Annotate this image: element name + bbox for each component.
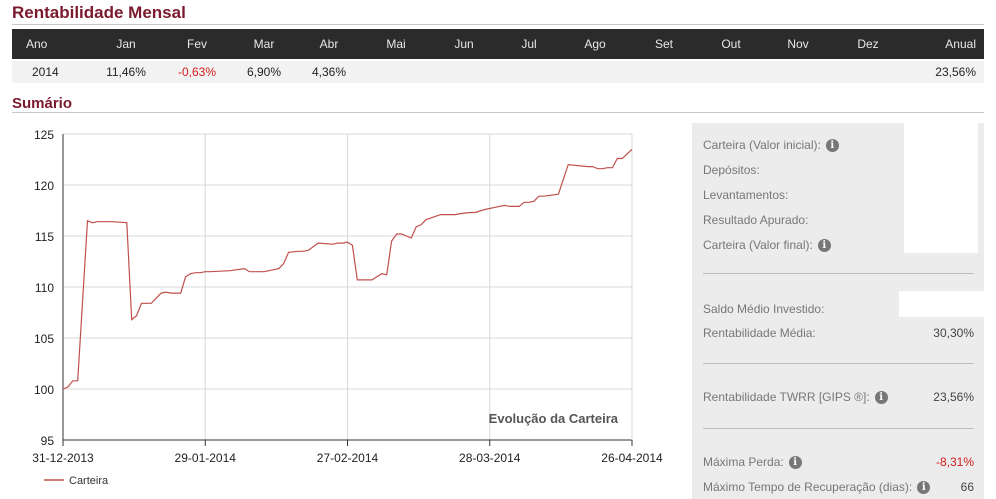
month-value	[832, 61, 904, 83]
legend-label: Carteira	[69, 475, 109, 487]
saldo-medio-label: Saldo Médio Investido:	[703, 302, 825, 316]
info-icon[interactable]: i	[825, 138, 839, 152]
month-value	[560, 61, 630, 83]
summary-row-label: Depósitos:	[703, 163, 760, 177]
month-value: 23,56%	[935, 65, 976, 79]
y-tick-label: 125	[34, 128, 54, 142]
summary-panel: Saldo Médio Investido: Rentabilidade Méd…	[692, 123, 984, 499]
month-value	[498, 61, 560, 83]
divider	[703, 428, 974, 429]
rentabilidade-media-value: 30,30%	[933, 326, 974, 340]
y-tick-label: 110	[35, 281, 54, 295]
summary-row-label: Levantamentos:	[703, 188, 789, 202]
month-value: 2014	[32, 65, 59, 79]
month-value	[362, 61, 430, 83]
month-header: Jul	[521, 37, 537, 51]
month-header: Jun	[454, 37, 474, 51]
month-header: Mar	[253, 37, 275, 51]
x-tick-label: 26-04-2014	[601, 451, 663, 465]
monthly-table-row: 2014 11,46% -0,63% 6,90% 4,36% 23,56%	[12, 61, 984, 83]
month-header: Nov	[787, 37, 809, 51]
month-value	[764, 61, 832, 83]
rentabilidade-media-label: Rentabilidade Média:	[703, 326, 816, 340]
summary-row-label: Resultado Apurado:	[703, 213, 809, 227]
monthly-returns-title: Rentabilidade Mensal	[12, 3, 186, 22]
summary-row-label: Carteira (Valor inicial):	[703, 138, 821, 152]
x-tick-label: 29-01-2014	[175, 451, 237, 465]
x-tick-label: 27-02-2014	[317, 451, 379, 465]
info-icon[interactable]: i	[817, 238, 831, 252]
month-value	[430, 61, 498, 83]
max-recuperacao-row: Máximo Tempo de Recuperação (dias): i 66	[703, 478, 974, 496]
twrr-value: 23,56%	[933, 390, 974, 404]
y-tick-label: 100	[34, 383, 54, 397]
max-recuperacao-label: Máximo Tempo de Recuperação (dias):	[703, 480, 913, 494]
month-header: Dez	[857, 37, 879, 51]
divider	[703, 363, 974, 364]
month-value: 4,36%	[311, 65, 347, 79]
info-icon[interactable]: i	[874, 390, 888, 404]
summary-row-label: Carteira (Valor final):	[703, 238, 813, 252]
summary-row: Carteira (Valor inicial): i	[703, 136, 974, 154]
max-perda-label: Máxima Perda:	[703, 455, 784, 469]
chart-title: Evolução da Carteira	[489, 411, 619, 426]
y-tick-label: 115	[35, 230, 54, 244]
summary-title: Sumário	[12, 95, 73, 112]
month-header: Abr	[319, 37, 339, 51]
month-header: Fev	[186, 37, 207, 51]
summary-row: Levantamentos:	[703, 186, 974, 204]
monthly-table-header: Ano Jan Fev Mar Abr Mai Jun Jul Ago Set Out Nov Dez A…	[12, 29, 984, 59]
month-value: 6,90%	[246, 65, 282, 79]
month-value	[698, 61, 764, 83]
title-rule	[12, 24, 984, 25]
summary-rule	[12, 112, 984, 113]
max-perda-value: -8,31%	[935, 455, 974, 469]
rentabilidade-media-row: Rentabilidade Média: 30,30%	[703, 324, 974, 342]
info-icon[interactable]: i	[788, 455, 802, 469]
max-perda-row: Máxima Perda: i -8,31%	[703, 453, 974, 471]
summary-row: Carteira (Valor final): i	[703, 236, 974, 254]
month-header: Out	[721, 37, 741, 51]
twrr-row: Rentabilidade TWRR [GIPS ®]: i 23,56%	[703, 388, 974, 406]
twrr-label: Rentabilidade TWRR [GIPS ®]:	[703, 390, 870, 404]
month-value	[632, 61, 696, 83]
month-header: Set	[654, 37, 673, 51]
divider	[703, 273, 974, 274]
max-recuperacao-value: 66	[960, 480, 974, 494]
x-tick-label: 28-03-2014	[459, 451, 521, 465]
month-header: Ano	[26, 37, 48, 51]
y-tick-label: 120	[34, 179, 54, 193]
month-header: Mai	[386, 37, 406, 51]
saldo-medio-row: Saldo Médio Investido:	[703, 300, 974, 318]
value-box	[904, 123, 978, 253]
y-tick-label: 95	[41, 434, 55, 448]
info-icon[interactable]: i	[917, 480, 931, 494]
month-header: Ago	[584, 37, 606, 51]
series-line-carteira	[62, 148, 633, 390]
portfolio-chart: 95 100 105 110 115 120 125 31-12-2013 29-01-2014…	[32, 128, 663, 487]
summary-row: Resultado Apurado:	[703, 211, 974, 229]
month-header: Jan	[116, 37, 136, 51]
month-value: 11,46%	[106, 65, 146, 79]
summary-row: Depósitos:	[703, 161, 974, 179]
month-header: Anual	[945, 37, 976, 51]
value-box	[899, 291, 984, 317]
month-value: -0,63%	[177, 65, 217, 79]
y-tick-label: 105	[34, 332, 54, 346]
x-tick-label: 31-12-2013	[32, 451, 94, 465]
